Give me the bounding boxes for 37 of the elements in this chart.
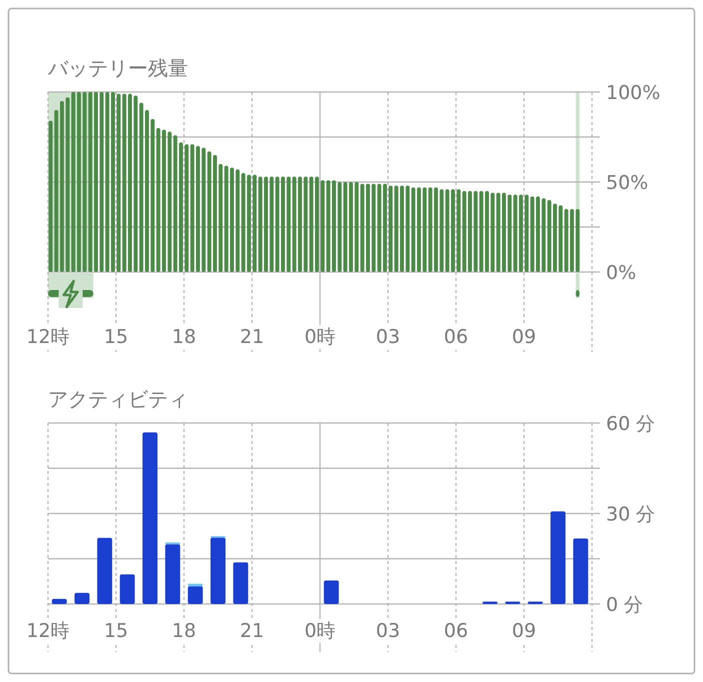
x-tick-label: 0時: [304, 620, 336, 642]
y-tick-label: 60 分: [606, 413, 656, 435]
chart-title: バッテリー残量: [47, 56, 188, 80]
bar: [573, 538, 588, 604]
x-tick-label: 06: [444, 620, 468, 642]
x-tick-label: 0時: [304, 326, 336, 348]
x-tick-label: 03: [376, 326, 400, 348]
y-tick-label: 0 分: [606, 594, 644, 616]
y-tick-label: 30 分: [606, 504, 656, 526]
bar: [52, 598, 67, 604]
x-tick-label: 12時: [26, 620, 70, 642]
x-tick-label: 18: [172, 326, 196, 348]
bar: [210, 538, 226, 604]
chart-title: アクティビティ: [48, 387, 188, 411]
bar: [74, 592, 90, 604]
x-tick-label: 09: [512, 620, 536, 642]
x-tick-label: 21: [240, 620, 264, 642]
bar: [324, 580, 339, 604]
bar: [120, 574, 135, 604]
x-tick-label: 09: [512, 326, 536, 348]
y-tick-label: 0%: [606, 262, 636, 284]
x-tick-label: 03: [376, 620, 400, 642]
bar: [48, 120, 53, 272]
x-tick-label: 15: [104, 326, 128, 348]
bar: [550, 511, 566, 604]
bar: [97, 538, 112, 604]
y-tick-label: 100%: [606, 82, 660, 104]
x-tick-label: 18: [172, 620, 196, 642]
x-tick-label: 12時: [26, 326, 70, 348]
bar: [233, 562, 248, 604]
bar: [142, 432, 158, 604]
bar: [188, 586, 203, 604]
x-tick-label: 21: [240, 326, 264, 348]
bar: [165, 544, 180, 604]
x-tick-label: 15: [104, 620, 128, 642]
y-tick-label: 50%: [606, 172, 648, 194]
x-tick-label: 06: [444, 326, 468, 348]
